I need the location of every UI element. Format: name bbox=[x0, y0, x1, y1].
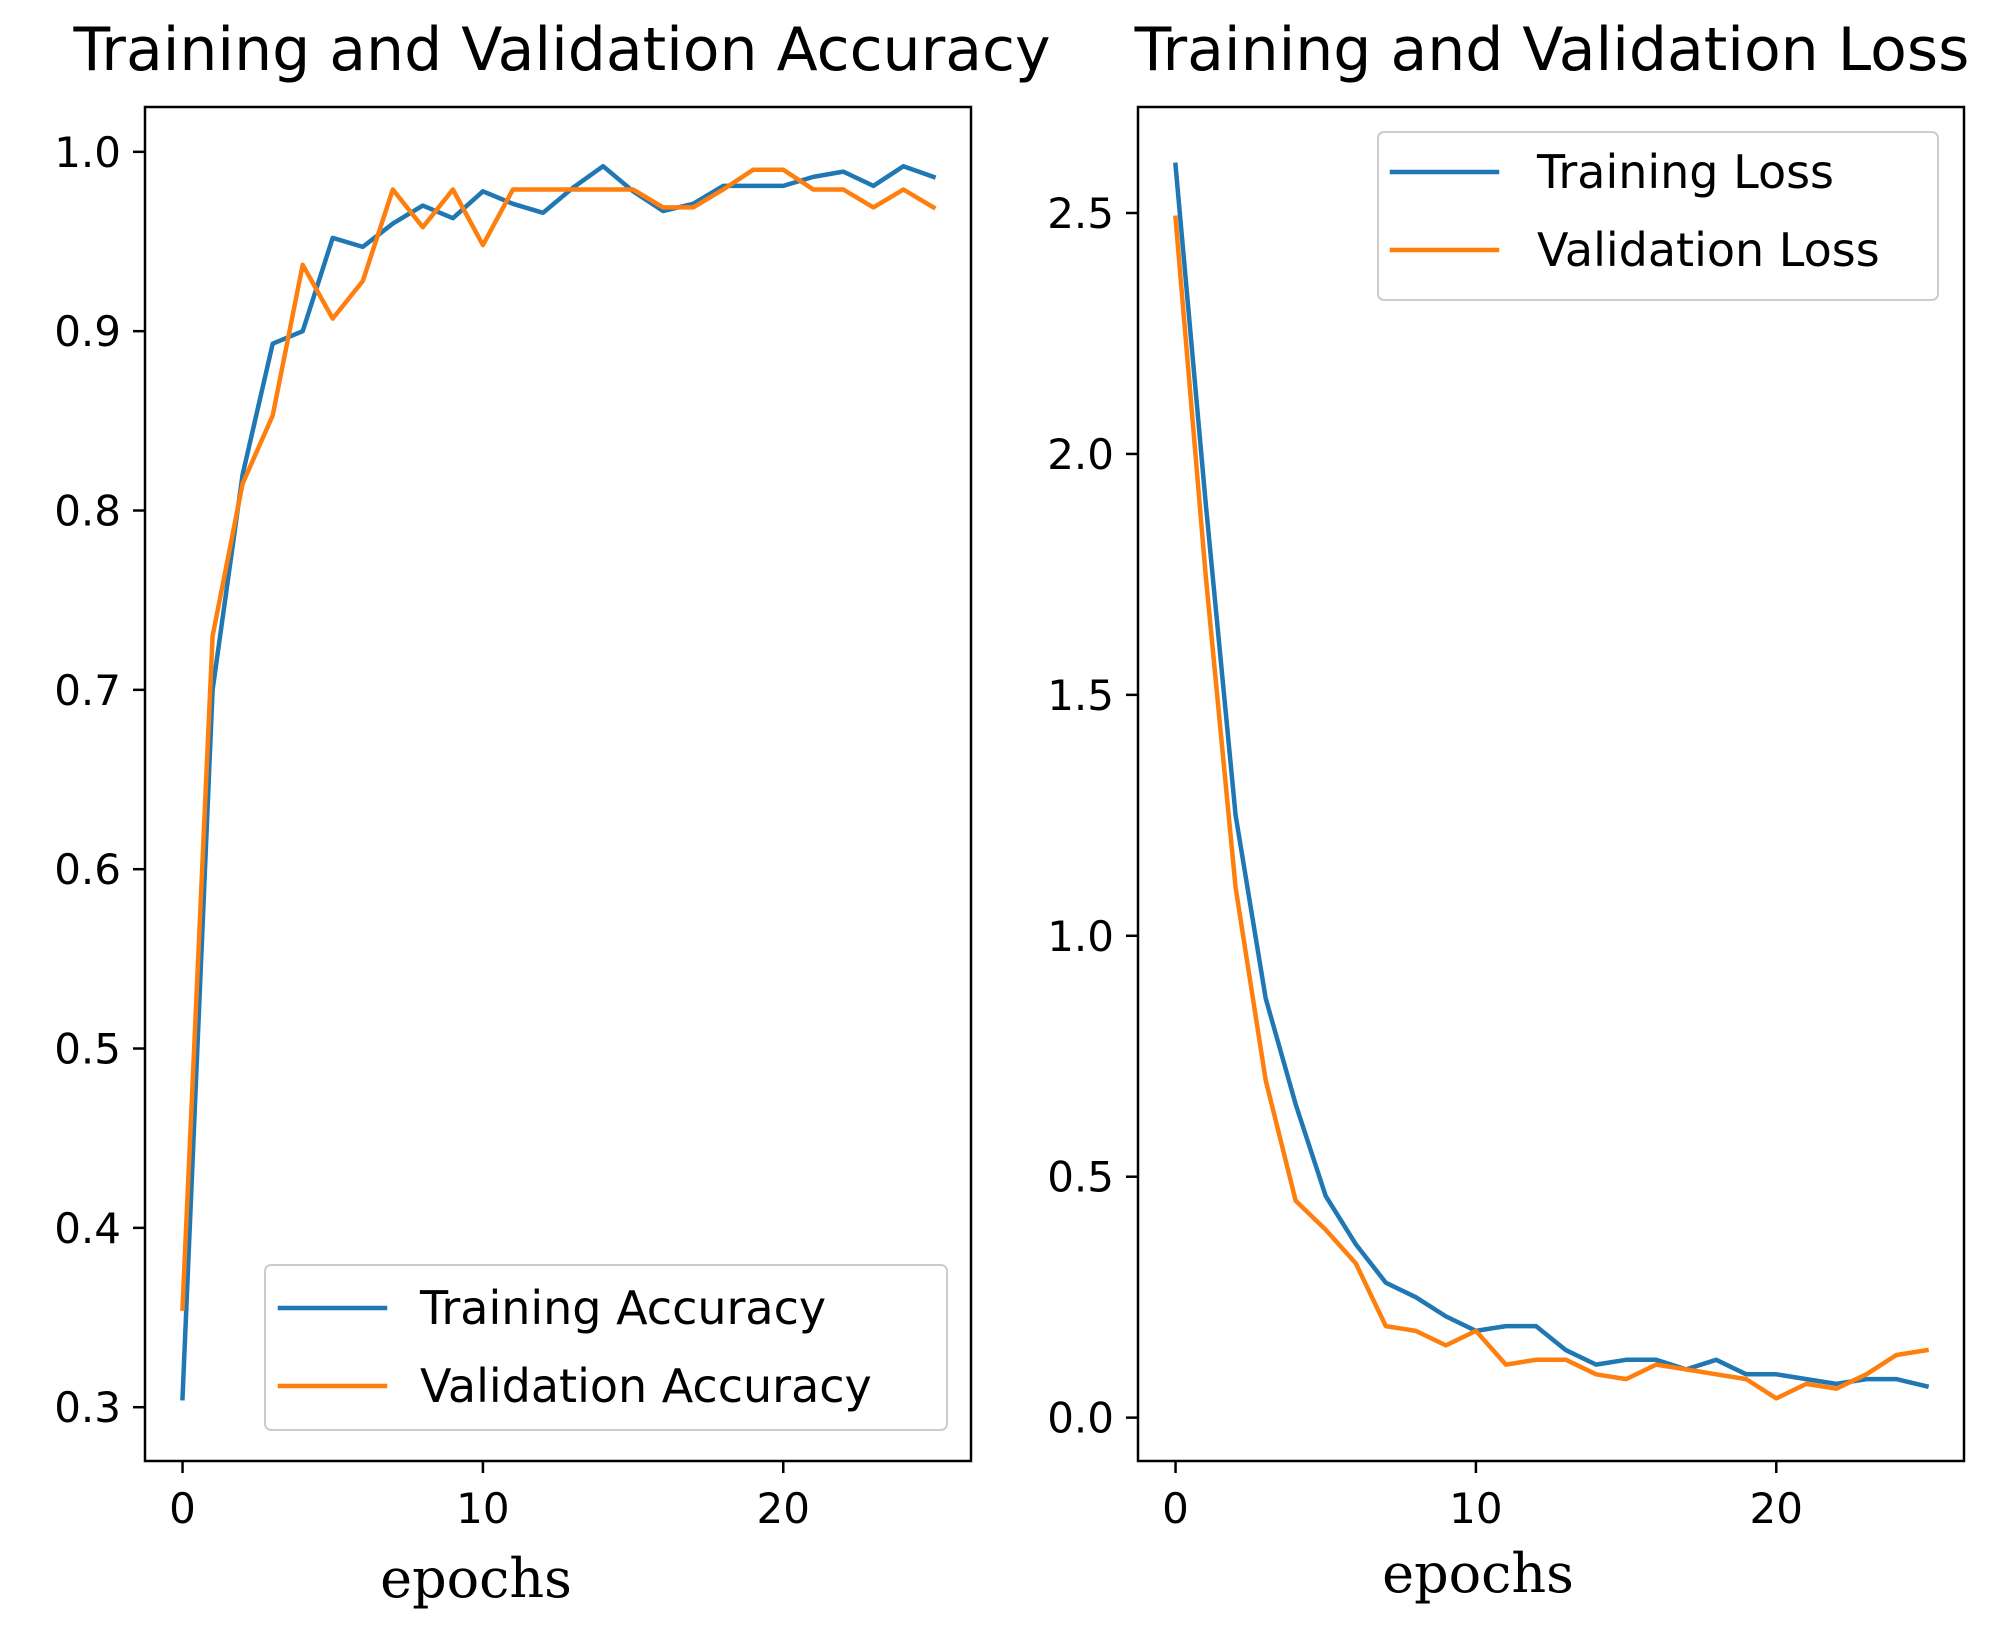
loss-chart: Training and Validation Loss 0 10 20 0.00.… bbox=[1047, 15, 1969, 1605]
loss-x-tick-label: 0 bbox=[1162, 1484, 1189, 1533]
legend-label-validation-loss: Validation Loss bbox=[1537, 223, 1880, 277]
accuracy-y-tick-label: 0.4 bbox=[54, 1204, 121, 1253]
loss-y-tick-label: 2.5 bbox=[1047, 189, 1114, 238]
legend-label-training-loss: Training Loss bbox=[1536, 145, 1834, 199]
accuracy-x-axis: 0 10 20 bbox=[169, 1461, 810, 1533]
loss-y-tick-label: 1.5 bbox=[1047, 671, 1114, 720]
accuracy-y-tick-label: 0.3 bbox=[54, 1383, 121, 1432]
accuracy-y-tick-label: 0.7 bbox=[54, 666, 121, 715]
legend-label-training-accuracy: Training Accuracy bbox=[419, 1281, 826, 1335]
series-line-training-accuracy bbox=[180, 163, 937, 1401]
accuracy-y-axis: 0.3 0.4 0.5 0.6 0.7 0.8 0.9 1.0 bbox=[54, 128, 145, 1432]
loss-x-tick-label: 20 bbox=[1750, 1484, 1803, 1533]
accuracy-x-tick-label: 0 bbox=[169, 1484, 196, 1533]
loss-y-axis: 0.0 0.5 1.0 1.5 2.0 2.5 bbox=[1047, 189, 1138, 1443]
accuracy-y-tick-label: 0.6 bbox=[54, 845, 121, 894]
accuracy-y-tick-label: 0.8 bbox=[54, 487, 121, 536]
loss-chart-title: Training and Validation Loss bbox=[1134, 15, 1970, 85]
loss-x-tick-label: 10 bbox=[1449, 1484, 1502, 1533]
loss-x-axis-label: epochs bbox=[1382, 1542, 1574, 1605]
accuracy-y-tick-label: 0.5 bbox=[54, 1025, 121, 1074]
loss-legend-box bbox=[1377, 131, 1939, 301]
loss-y-tick-label: 2.0 bbox=[1047, 430, 1114, 479]
loss-series-layer bbox=[1173, 162, 1930, 1401]
accuracy-legend-box bbox=[264, 1264, 948, 1431]
accuracy-y-tick-label: 0.9 bbox=[54, 307, 121, 356]
series-line-validation-loss bbox=[1173, 215, 1930, 1401]
accuracy-plot-area bbox=[143, 105, 973, 1463]
accuracy-x-tick-label: 10 bbox=[456, 1484, 509, 1533]
accuracy-y-tick-label: 1.0 bbox=[54, 128, 121, 177]
accuracy-x-tick-label: 20 bbox=[757, 1484, 810, 1533]
accuracy-series-layer bbox=[180, 163, 937, 1401]
accuracy-x-axis-label: epochs bbox=[380, 1547, 572, 1610]
loss-plot-area bbox=[1136, 105, 1966, 1463]
accuracy-legend: Training Accuracy Validation Accuracy bbox=[264, 1264, 948, 1431]
accuracy-chart: Training and Validation Accuracy 0 10 20 0… bbox=[54, 15, 1050, 1610]
loss-legend: Training Loss Validation Loss bbox=[1377, 131, 1939, 301]
legend-label-validation-accuracy: Validation Accuracy bbox=[420, 1359, 872, 1413]
loss-y-tick-label: 0.5 bbox=[1047, 1153, 1114, 1202]
series-line-validation-accuracy bbox=[180, 167, 937, 1311]
series-line-training-loss bbox=[1173, 162, 1930, 1390]
loss-y-tick-label: 1.0 bbox=[1047, 912, 1114, 961]
loss-x-axis: 0 10 20 bbox=[1162, 1461, 1803, 1533]
loss-y-tick-label: 0.0 bbox=[1047, 1394, 1114, 1443]
accuracy-chart-title: Training and Validation Accuracy bbox=[72, 15, 1050, 85]
